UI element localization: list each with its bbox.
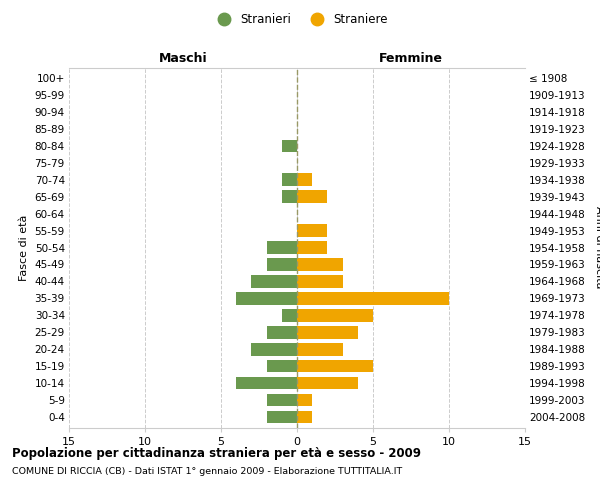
Bar <box>282 140 297 151</box>
Bar <box>236 292 297 304</box>
Bar <box>297 310 373 322</box>
Bar <box>282 190 297 202</box>
Bar <box>297 224 328 236</box>
Bar <box>251 276 297 287</box>
Bar <box>266 242 297 254</box>
Bar <box>297 242 328 254</box>
Bar <box>236 377 297 390</box>
Legend: Stranieri, Straniere: Stranieri, Straniere <box>207 8 393 31</box>
Bar <box>297 394 312 406</box>
Bar <box>266 394 297 406</box>
Bar <box>251 344 297 355</box>
Text: Popolazione per cittadinanza straniera per età e sesso - 2009: Popolazione per cittadinanza straniera p… <box>12 448 421 460</box>
Bar <box>266 326 297 338</box>
Bar <box>282 174 297 186</box>
Text: COMUNE DI RICCIA (CB) - Dati ISTAT 1° gennaio 2009 - Elaborazione TUTTITALIA.IT: COMUNE DI RICCIA (CB) - Dati ISTAT 1° ge… <box>12 468 402 476</box>
Bar <box>297 411 312 424</box>
Bar <box>297 292 449 304</box>
Bar <box>297 360 373 372</box>
Bar <box>297 377 358 390</box>
Bar <box>266 360 297 372</box>
Bar <box>297 174 312 186</box>
Y-axis label: Anni di nascita: Anni di nascita <box>594 206 600 289</box>
Y-axis label: Fasce di età: Fasce di età <box>19 214 29 280</box>
Text: Femmine: Femmine <box>379 52 443 65</box>
Bar <box>297 190 328 202</box>
Bar <box>266 258 297 270</box>
Bar <box>297 258 343 270</box>
Bar <box>297 276 343 287</box>
Bar <box>282 310 297 322</box>
Text: Maschi: Maschi <box>158 52 208 65</box>
Bar <box>297 326 358 338</box>
Bar <box>266 411 297 424</box>
Bar <box>297 344 343 355</box>
